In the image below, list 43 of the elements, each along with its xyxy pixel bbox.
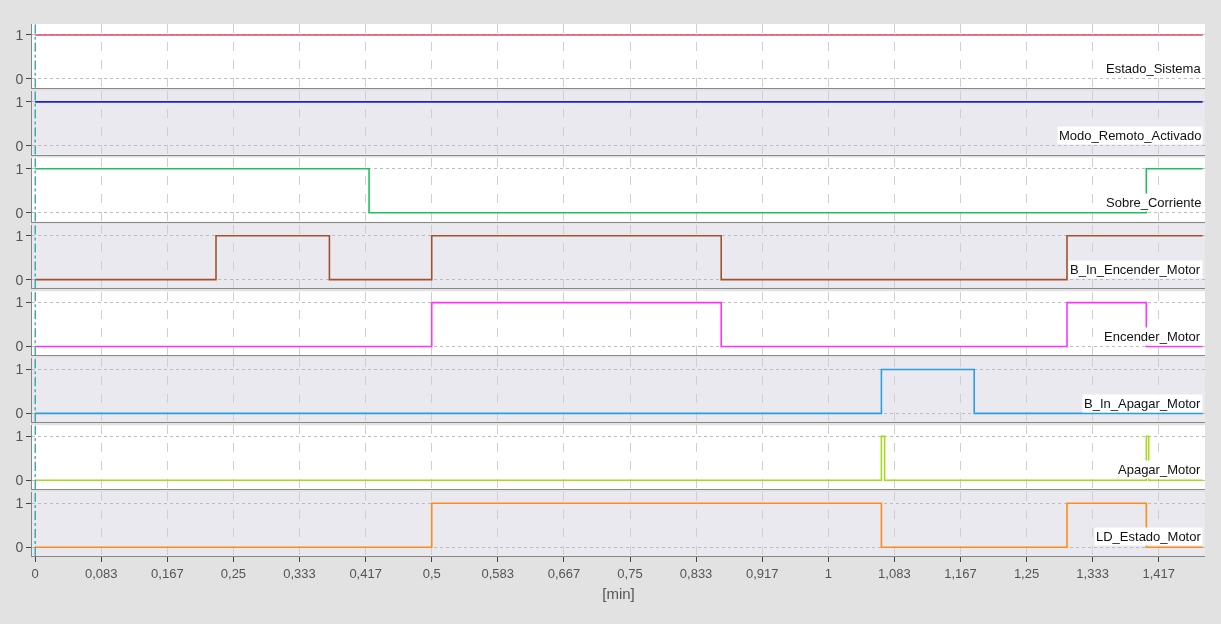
x-axis-title: [min]: [602, 584, 635, 602]
series-label: B_In_Apagar_Motor: [1084, 396, 1202, 411]
y-tick-label: 1: [15, 428, 24, 445]
y-tick-label: 1: [15, 227, 24, 244]
x-tick-label: 1: [824, 565, 832, 581]
y-tick-label: 1: [15, 160, 24, 177]
x-tick-label: 0: [31, 565, 39, 581]
x-tick-label: 1,167: [944, 565, 977, 581]
x-tick-label: 1,417: [1142, 565, 1176, 581]
y-tick-label: 0: [15, 70, 24, 87]
series-label: Apagar_Motor: [1118, 462, 1202, 477]
y-tick-label: 0: [15, 271, 24, 288]
y-tick-label: 0: [15, 472, 24, 489]
series-label: Sobre_Corriente: [1106, 195, 1202, 210]
x-tick-label: 0,333: [283, 565, 316, 581]
x-tick-label: 0,917: [745, 565, 779, 581]
y-tick-label: 0: [15, 204, 24, 221]
y-tick-label: 1: [15, 93, 24, 110]
series-label: LD_Estado_Motor: [1096, 529, 1202, 544]
y-tick-label: 0: [15, 539, 24, 556]
x-tick-label: 1,25: [1013, 565, 1040, 581]
text: Modo_Remoto_Activado: [1059, 128, 1202, 143]
series-label: B_In_Encender_Motor: [1070, 262, 1201, 277]
y-tick-label: 1: [15, 495, 24, 512]
y-tick-label: 1: [15, 294, 24, 311]
y-tick-label: 1: [15, 26, 24, 43]
y-tick-label: 0: [15, 137, 24, 154]
x-tick-label: 1,083: [878, 565, 911, 581]
y-tick-label: 1: [15, 361, 24, 378]
x-tick-label: 0,75: [617, 565, 643, 581]
text: Estado_Sistema: [1106, 61, 1202, 76]
x-tick-label: 0,083: [84, 565, 118, 581]
y-tick-label: 0: [15, 338, 24, 355]
x-tick-label: 0,417: [349, 565, 382, 581]
x-tick-label: 0,833: [679, 565, 713, 581]
x-tick-label: 1,333: [1076, 565, 1109, 581]
series-label: Encender_Motor: [1104, 329, 1201, 344]
y-tick-label: 0: [15, 405, 24, 422]
x-tick-label: 0,667: [547, 565, 581, 581]
x-tick-label: 0,167: [151, 565, 184, 581]
x-tick-label: 0,25: [220, 565, 247, 581]
x-tick-label: 0,5: [422, 565, 441, 581]
x-tick-label: 0,583: [481, 565, 515, 581]
